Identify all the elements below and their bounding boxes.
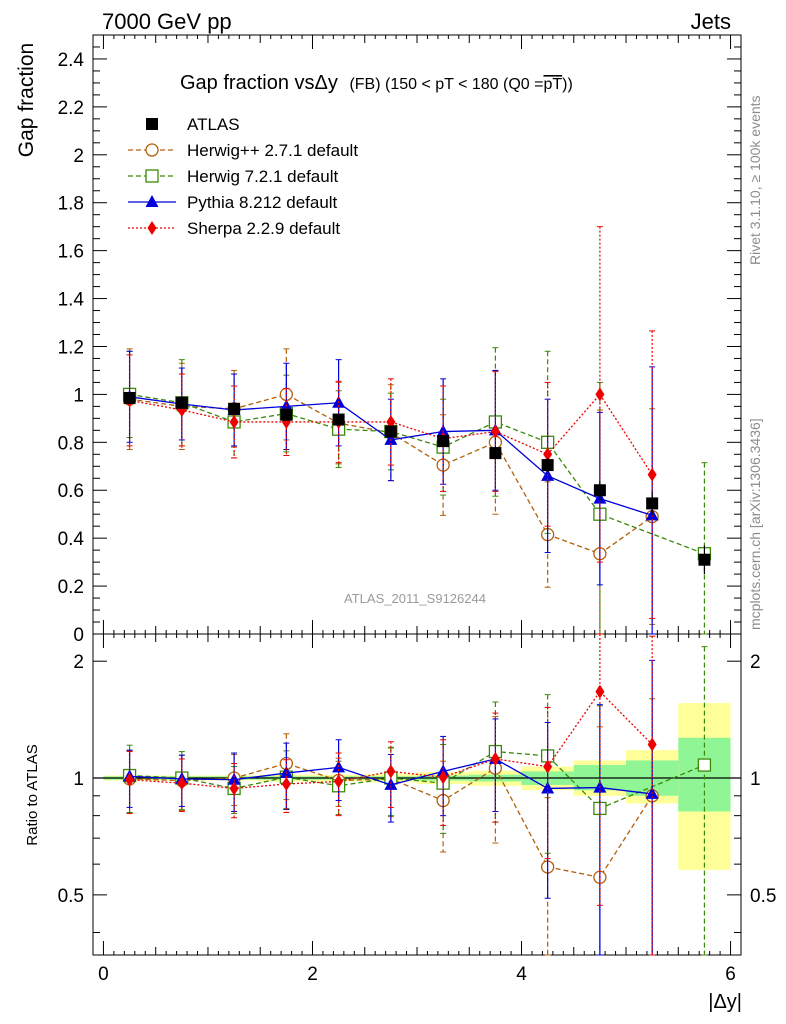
legend-label: Herwig++ 2.7.1 default bbox=[187, 141, 358, 160]
y-tick-label: 0.8 bbox=[58, 433, 84, 454]
data-point bbox=[438, 770, 448, 785]
data-point bbox=[437, 435, 450, 448]
x-tick-label: 2 bbox=[307, 964, 318, 985]
legend-label: Sherpa 2.2.9 default bbox=[187, 219, 340, 238]
y-tick-label: 0.6 bbox=[58, 481, 84, 502]
ratio-y-axis-label: Ratio to ATLAS bbox=[24, 744, 41, 845]
legend-label: Pythia 8.212 default bbox=[187, 193, 338, 212]
y-tick-label: 1.8 bbox=[58, 194, 84, 215]
data-point bbox=[228, 402, 241, 415]
series-sherpa bbox=[125, 633, 657, 956]
legend-item: Sherpa 2.2.9 default bbox=[128, 219, 340, 238]
ratio-uncertainty-band bbox=[103, 703, 731, 870]
y-axis-label: Gap fraction bbox=[15, 43, 38, 157]
data-point bbox=[386, 414, 396, 429]
y-tick-label: 1.6 bbox=[58, 242, 84, 263]
title-overlined: pT bbox=[543, 76, 562, 93]
axes: 0 2 4 6 0 0.2 0.4 0.6 0.8 1 1.2 1.4 1.6 1.8 2 2.2 2.4 0.5… bbox=[58, 34, 776, 985]
legend-item: Pythia 8.212 default bbox=[128, 193, 338, 212]
legend-item: Herwig++ 2.7.1 default bbox=[128, 141, 358, 160]
data-point bbox=[177, 776, 187, 791]
ratio-y-tick-label-right: 0.5 bbox=[750, 886, 776, 907]
data-point bbox=[145, 169, 159, 183]
y-tick-label: 2.4 bbox=[58, 50, 85, 71]
data-point bbox=[227, 772, 241, 785]
legend-item: ATLAS bbox=[146, 115, 240, 134]
ratio-y-tick-label: 2 bbox=[73, 652, 84, 673]
header-right: Jets bbox=[691, 9, 731, 34]
data-point bbox=[386, 764, 396, 779]
data-point bbox=[697, 758, 712, 772]
title-main: Gap fraction vsΔy bbox=[180, 72, 338, 94]
rivet-version-label: Rivet 3.1.10, ≥ 100k events bbox=[747, 95, 763, 265]
series-line bbox=[129, 393, 653, 476]
y-tick-label: 0.2 bbox=[58, 577, 84, 598]
x-axis-label: |Δy| bbox=[708, 991, 742, 1013]
series-herwig bbox=[122, 646, 712, 956]
ratio-panel-series bbox=[122, 633, 712, 956]
y-tick-label: 0.4 bbox=[58, 529, 85, 550]
ratio-y-tick-label-right: 1 bbox=[750, 769, 761, 790]
header-left: 7000 GeV pp bbox=[102, 9, 232, 34]
data-point bbox=[698, 553, 711, 566]
data-point bbox=[147, 221, 157, 235]
legend-item: Herwig 7.2.1 default bbox=[128, 167, 338, 186]
data-point bbox=[647, 737, 657, 752]
main-panel-series bbox=[122, 226, 712, 635]
ratio-y-tick-label: 0.5 bbox=[58, 886, 84, 907]
y-tick-label: 1.2 bbox=[58, 337, 84, 358]
data-point bbox=[646, 497, 659, 510]
mcplots-label: mcplots.cern.ch [arXiv:1306.3436] bbox=[747, 418, 763, 630]
data-point bbox=[490, 424, 500, 439]
x-tick-label: 4 bbox=[516, 964, 527, 985]
series-sherpa bbox=[125, 226, 657, 619]
x-tick-label: 0 bbox=[98, 964, 109, 985]
watermark: ATLAS_2011_S9126244 bbox=[344, 591, 486, 606]
y-tick-label: 1.4 bbox=[58, 290, 85, 311]
data-point bbox=[146, 118, 158, 130]
data-point bbox=[281, 777, 291, 792]
chart-title: Gap fraction vsΔy (FB) (150 < pT < 180 (… bbox=[180, 72, 573, 94]
data-point bbox=[543, 759, 553, 774]
title-small: (FB) (150 < pT < 180 (Q0 = bbox=[349, 76, 543, 93]
data-point bbox=[384, 425, 397, 438]
data-point bbox=[175, 396, 188, 409]
data-point bbox=[490, 751, 500, 766]
data-point bbox=[543, 447, 553, 462]
data-point bbox=[334, 774, 344, 789]
data-point bbox=[593, 484, 606, 497]
legend: ATLAS Herwig++ 2.7.1 default Herwig 7.2.1 … bbox=[128, 115, 358, 238]
data-point bbox=[280, 408, 293, 421]
ratio-y-tick-label-right: 2 bbox=[750, 652, 761, 673]
data-point bbox=[595, 684, 605, 699]
data-point bbox=[125, 772, 135, 787]
data-point bbox=[229, 414, 239, 429]
title-close: )) bbox=[562, 76, 573, 93]
legend-label: ATLAS bbox=[187, 115, 240, 134]
data-point bbox=[595, 387, 605, 402]
y-tick-label: 2 bbox=[73, 146, 84, 167]
data-point bbox=[489, 447, 502, 460]
x-tick-label: 6 bbox=[725, 964, 736, 985]
data-point bbox=[541, 459, 554, 472]
data-point bbox=[384, 777, 398, 790]
y-tick-label: 0 bbox=[73, 625, 84, 646]
data-point bbox=[145, 143, 159, 157]
legend-label: Herwig 7.2.1 default bbox=[187, 167, 338, 186]
y-tick-label: 1 bbox=[73, 385, 84, 406]
series-atlas bbox=[123, 391, 711, 575]
ratio-y-tick-label: 1 bbox=[73, 769, 84, 790]
data-point bbox=[145, 195, 159, 207]
data-point bbox=[123, 391, 136, 404]
series-herwig bbox=[122, 698, 659, 956]
data-point bbox=[229, 781, 239, 796]
data-point bbox=[332, 413, 345, 426]
data-point bbox=[647, 467, 657, 482]
y-tick-label: 2.2 bbox=[58, 98, 84, 119]
